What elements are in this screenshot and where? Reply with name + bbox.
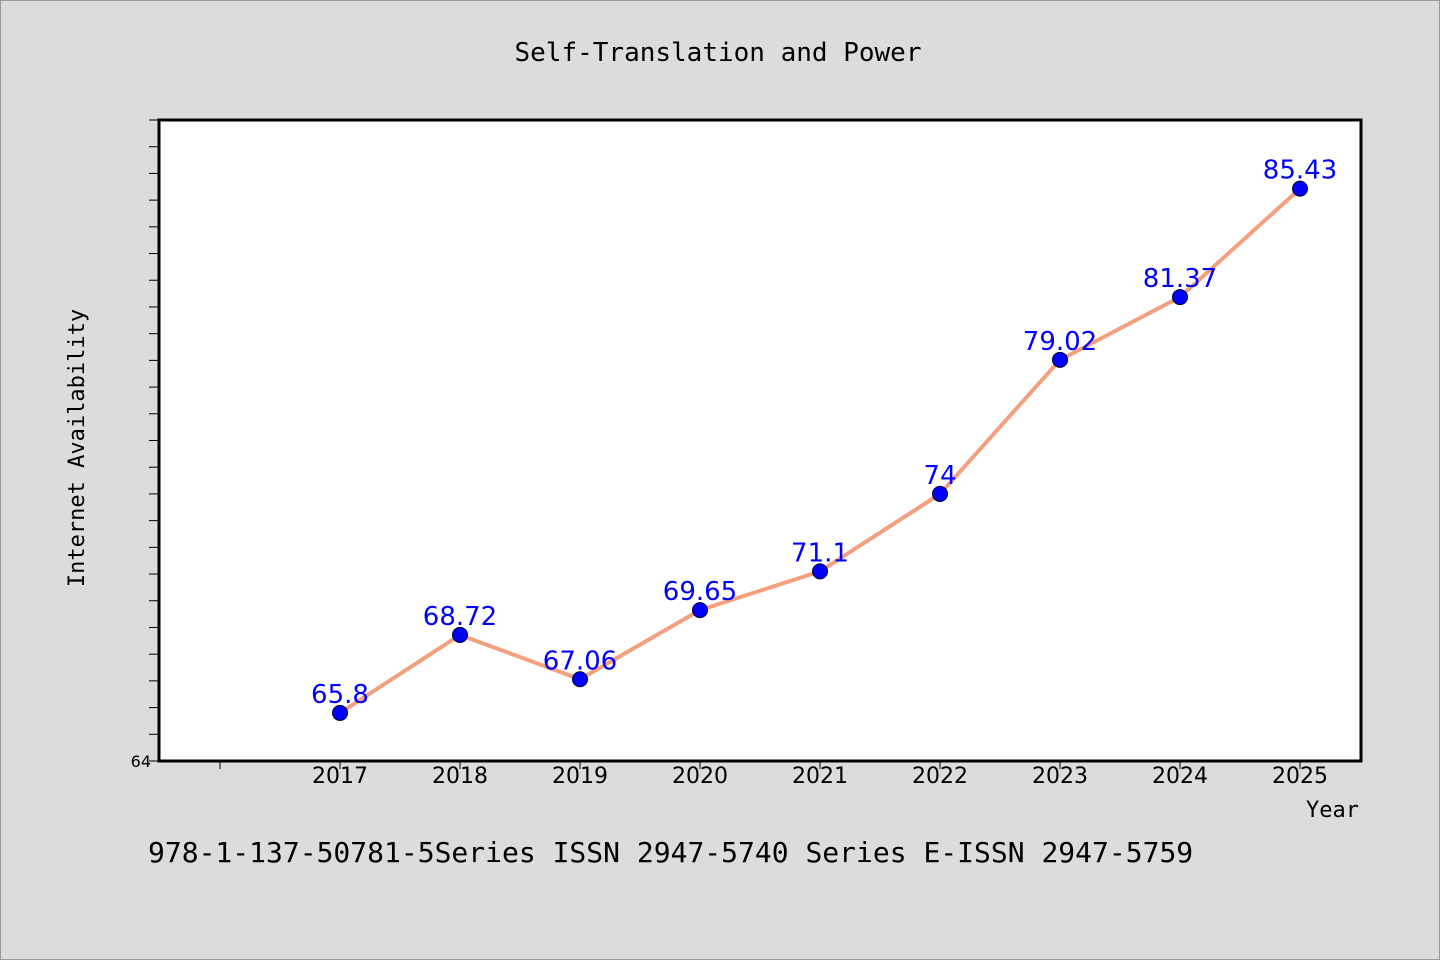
x-tick-label-2022: 2022: [912, 764, 968, 789]
x-tick-label-2024: 2024: [1152, 764, 1208, 789]
data-label-2025: 85.43: [1263, 156, 1337, 186]
x-tick-label-2020: 2020: [672, 764, 728, 789]
x-axis-ticks: 2017 2018 2019 2020 2021 2022 2023 2024 2025: [219, 761, 1328, 789]
data-point-2018: [452, 626, 468, 643]
data-label-2017: 65.8: [311, 680, 369, 710]
x-axis-label: Year: [1306, 798, 1359, 823]
data-point-2021: [812, 563, 828, 580]
data-point-2017: [332, 704, 348, 721]
data-label-2019: 67.06: [543, 646, 617, 676]
x-tick-label-2025: 2025: [1272, 764, 1328, 789]
data-label-2024: 81.37: [1143, 264, 1217, 294]
data-point-2025: [1292, 180, 1308, 197]
x-tick-label-2021: 2021: [792, 764, 848, 789]
series-group: 65.8 68.72 67.06 69.65 71.1 74 79.02 81.37 85.43: [311, 156, 1337, 721]
y-axis-label: Internet Availability: [65, 309, 90, 587]
data-point-2022: [932, 485, 948, 502]
data-point-2024: [1172, 289, 1188, 306]
data-point-2020: [692, 602, 708, 619]
x-tick-label-2018: 2018: [432, 764, 488, 789]
data-label-2020: 69.65: [663, 577, 737, 607]
isbn-issn-footer: 978-1-137-50781-5Series ISSN 2947-5740 S…: [148, 836, 1193, 869]
x-tick-label-2019: 2019: [552, 764, 608, 789]
x-tick-label-2023: 2023: [1032, 764, 1088, 789]
data-label-2021: 71.1: [791, 538, 849, 568]
plot-area: [157, 118, 1363, 763]
data-point-2019: [572, 671, 588, 688]
data-point-2023: [1052, 351, 1068, 368]
data-label-2022: 74: [923, 461, 956, 491]
x-tick-label-2017: 2017: [312, 764, 368, 789]
data-label-2018: 68.72: [423, 602, 497, 632]
chart-title: Self-Translation and Power: [515, 38, 922, 68]
y-axis-ticks: 64: [131, 119, 159, 771]
y-tick-label: 64: [131, 752, 151, 771]
data-label-2023: 79.02: [1023, 327, 1097, 357]
